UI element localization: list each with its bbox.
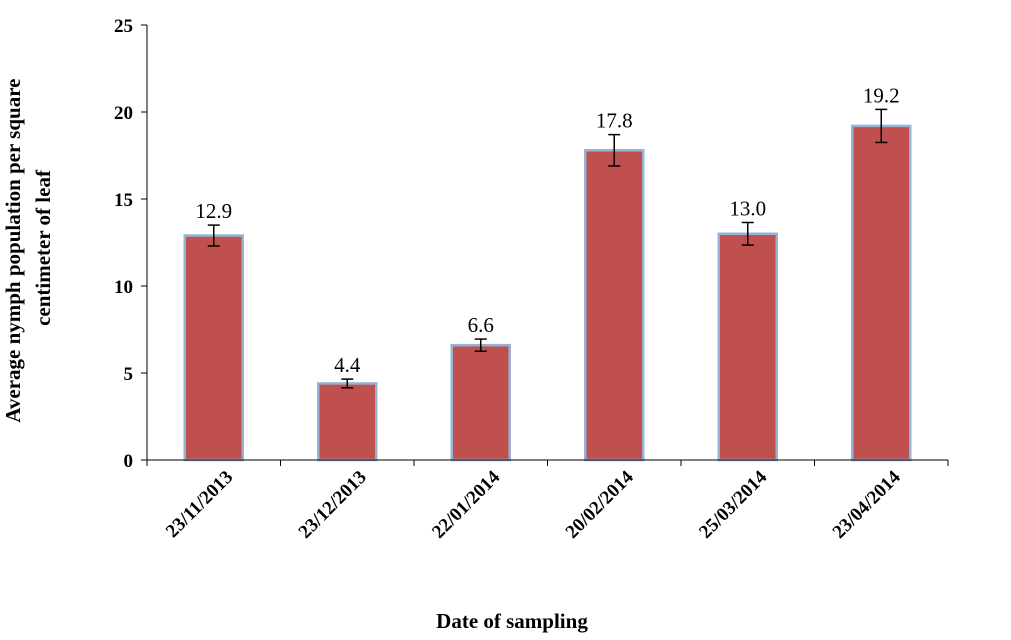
data-label: 4.4	[334, 353, 361, 377]
y-tick-label: 25	[114, 16, 133, 37]
y-axis-label-line-2: centimeter of leaf	[31, 169, 55, 326]
bar	[317, 382, 378, 462]
data-label: 19.2	[863, 83, 900, 107]
x-axis: 23/11/2013 23/12/2013 22/01/2014 20/02/2014…	[146, 459, 949, 543]
bar	[450, 343, 511, 462]
y-axis-label-line-1: Average nymph population per square	[1, 79, 25, 423]
x-tick-label: 23/11/2013	[162, 467, 237, 542]
bars: 12.9 4.4 6.6 17.8 13.0 19.2	[183, 83, 912, 462]
data-label: 12.9	[195, 199, 232, 223]
data-label: 17.8	[596, 109, 633, 133]
y-axis: 0 5 10 15 20 25	[114, 16, 148, 472]
bar	[584, 149, 645, 462]
y-tick-label: 15	[114, 190, 133, 211]
y-tick-label: 0	[124, 451, 134, 472]
bar	[183, 234, 244, 462]
y-axis-label: Average nymph population per square cent…	[1, 73, 55, 422]
y-tick-label: 5	[124, 364, 134, 385]
x-tick-label: 22/01/2014	[428, 466, 504, 542]
bar	[851, 124, 912, 462]
x-tick-label: 23/04/2014	[829, 466, 905, 542]
data-label: 6.6	[468, 313, 494, 337]
bar	[717, 232, 778, 462]
x-axis-label: Date of sampling	[436, 609, 588, 633]
y-tick-label: 10	[114, 277, 133, 298]
data-label: 13.0	[729, 196, 766, 220]
x-tick-label: 20/02/2014	[562, 466, 638, 542]
y-tick-label: 20	[114, 103, 133, 124]
x-tick-label: 25/03/2014	[695, 466, 771, 542]
x-tick-label: 23/12/2013	[295, 467, 371, 543]
